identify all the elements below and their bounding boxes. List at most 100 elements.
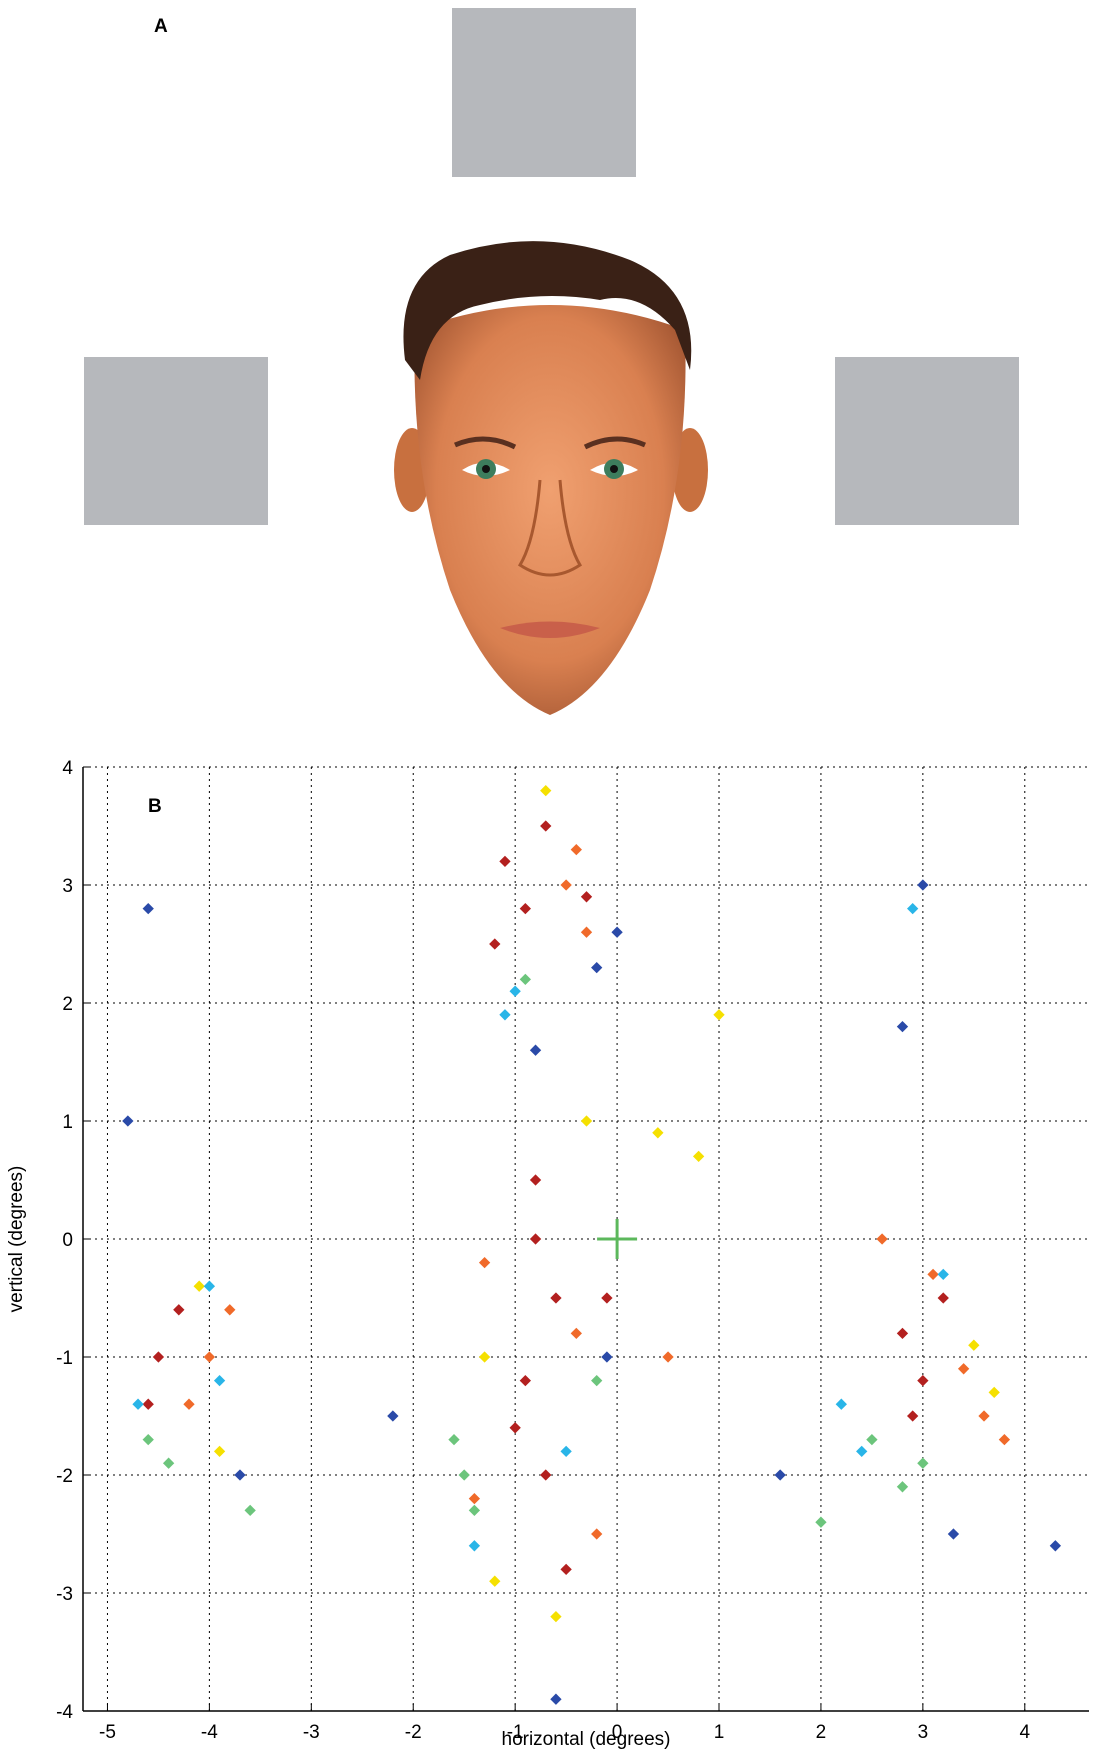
- gaze-point: [540, 784, 552, 797]
- gaze-point: [947, 1528, 960, 1540]
- x-tick-label: 3: [918, 1722, 929, 1743]
- gaze-point: [896, 1020, 909, 1033]
- gaze-point: [611, 926, 623, 938]
- gaze-point: [540, 820, 552, 832]
- gaze-point: [1049, 1540, 1062, 1552]
- gaze-point: [142, 1433, 154, 1446]
- gaze-point: [815, 1516, 827, 1528]
- plot-area: [83, 767, 1089, 1711]
- gaze-point: [580, 891, 593, 903]
- gaze-point: [570, 1327, 582, 1340]
- gaze-point: [224, 1304, 236, 1316]
- gaze-point: [917, 1374, 929, 1387]
- x-axis-label: horizontal (degrees): [502, 1729, 671, 1750]
- target-square: [835, 357, 1019, 525]
- gaze-point: [601, 1292, 613, 1304]
- gaze-point: [560, 1563, 572, 1576]
- gaze-point: [509, 1422, 521, 1434]
- y-tick-label: -1: [56, 1348, 73, 1369]
- gaze-point: [774, 1469, 786, 1481]
- face: [394, 241, 708, 715]
- y-tick-label: -3: [56, 1584, 73, 1605]
- y-tick-label: 0: [62, 1230, 73, 1251]
- gaze-point: [132, 1398, 144, 1410]
- gaze-point: [998, 1433, 1011, 1446]
- y-tick-label: -4: [56, 1702, 73, 1723]
- gaze-point: [499, 1009, 511, 1021]
- gaze-point: [122, 1115, 134, 1127]
- gaze-point: [478, 1351, 491, 1363]
- gaze-point: [519, 1374, 532, 1387]
- gaze-point: [896, 1327, 909, 1340]
- gaze-point: [713, 1009, 725, 1021]
- gaze-point: [907, 1410, 919, 1422]
- target-square: [452, 8, 636, 177]
- panel-label: A: [154, 16, 168, 37]
- gaze-point: [540, 1469, 552, 1481]
- gaze-point: [591, 1528, 603, 1540]
- gaze-point: [213, 1445, 226, 1458]
- x-tick-label: 4: [1019, 1722, 1030, 1743]
- gaze-point: [193, 1280, 205, 1292]
- gaze-point: [244, 1504, 256, 1517]
- gaze-point: [580, 926, 593, 938]
- x-tick-label: -4: [201, 1722, 218, 1743]
- y-tick-label: 1: [62, 1112, 73, 1133]
- gaze-point: [519, 902, 532, 915]
- gaze-point: [927, 1268, 939, 1281]
- gaze-point: [489, 938, 501, 950]
- gaze-point: [662, 1351, 674, 1363]
- gaze-point: [978, 1410, 990, 1422]
- gaze-point: [560, 879, 572, 891]
- gaze-point: [550, 1693, 562, 1705]
- gaze-point: [203, 1280, 216, 1292]
- gaze-point: [692, 1150, 705, 1163]
- gaze-point: [550, 1292, 562, 1304]
- gaze-point: [896, 1481, 909, 1493]
- gaze-point: [183, 1398, 195, 1410]
- y-axis-label: vertical (degrees): [6, 1166, 27, 1313]
- gaze-point: [907, 902, 919, 915]
- gaze-point: [580, 1115, 593, 1127]
- gaze-point: [468, 1492, 481, 1505]
- y-tick-label: 4: [62, 758, 73, 779]
- gaze-point: [591, 961, 603, 974]
- gaze-point: [529, 1174, 542, 1186]
- gaze-point: [917, 879, 929, 891]
- x-tick-label: -3: [303, 1722, 320, 1743]
- y-tick-label: -2: [56, 1466, 73, 1487]
- gaze-point: [448, 1433, 460, 1446]
- gaze-point: [876, 1233, 888, 1245]
- target-square: [84, 357, 268, 525]
- gaze-point: [968, 1339, 980, 1351]
- panel-label: B: [148, 796, 162, 817]
- gaze-point: [529, 1044, 542, 1056]
- gaze-point: [917, 1457, 929, 1469]
- gaze-point: [142, 1398, 154, 1410]
- gaze-point: [856, 1445, 868, 1458]
- gaze-point: [988, 1386, 1000, 1399]
- gaze-point: [560, 1445, 572, 1458]
- gaze-point: [458, 1469, 470, 1481]
- gaze-point: [468, 1504, 481, 1517]
- y-tick-label: 3: [62, 876, 73, 897]
- gaze-point: [509, 985, 521, 997]
- gaze-point: [489, 1575, 501, 1587]
- gaze-point: [591, 1374, 603, 1387]
- x-tick-label: 1: [714, 1722, 725, 1743]
- x-tick-label: -1: [507, 1722, 524, 1743]
- x-tick-label: -2: [405, 1722, 422, 1743]
- gaze-point: [957, 1363, 970, 1375]
- gaze-point: [478, 1256, 491, 1269]
- gaze-point: [142, 902, 154, 915]
- y-tick-label: 2: [62, 994, 73, 1015]
- x-tick-label: 2: [816, 1722, 827, 1743]
- gaze-point: [152, 1351, 165, 1363]
- gaze-point: [835, 1398, 847, 1410]
- gaze-point: [529, 1233, 542, 1245]
- gaze-point: [162, 1457, 175, 1469]
- gaze-point: [550, 1610, 562, 1623]
- gaze-point: [234, 1469, 246, 1481]
- gaze-point: [468, 1540, 481, 1552]
